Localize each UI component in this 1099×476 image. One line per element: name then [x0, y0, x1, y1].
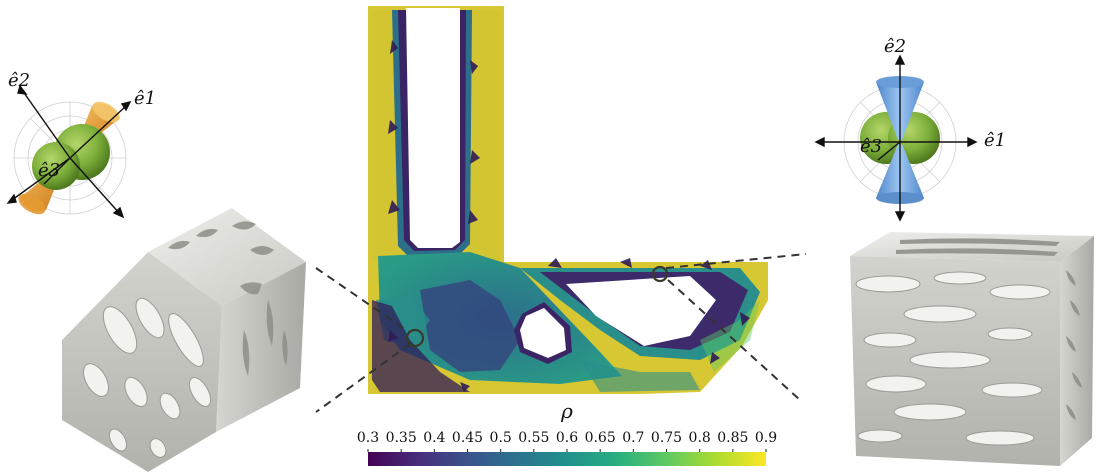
- colorbar-tick-label: 0.65: [585, 430, 616, 446]
- colorbar-tick-label: 0.8: [689, 430, 711, 446]
- right-microstructure-cube: [850, 232, 1094, 466]
- axis-label-e1: ê1: [134, 88, 156, 109]
- left-microstructure-cube: [62, 208, 306, 472]
- colorbar-symbol: ρ: [560, 399, 573, 423]
- colorbar-tick-label: 0.4: [423, 430, 445, 446]
- colorbar-tick-label: 0.75: [651, 430, 682, 446]
- upper-void: [406, 8, 460, 248]
- colorbar-gradient: [368, 452, 766, 466]
- colorbar-tick-label: 0.85: [717, 430, 748, 446]
- right-void: [566, 276, 716, 346]
- colorbar-tick-label: 0.6: [556, 430, 578, 446]
- colorbar-tick-label: 0.45: [452, 430, 483, 446]
- left-orientation-glyph: ê2 ê1 ê3: [6, 70, 156, 219]
- middle-void: [520, 308, 566, 358]
- colorbar-tick-label: 0.55: [518, 430, 549, 446]
- colorbar-tick-label: 0.9: [755, 430, 777, 446]
- probe-circle-right: [651, 265, 669, 283]
- probe-circle-left: [405, 328, 425, 348]
- l-bracket-density-field: [368, 6, 768, 394]
- axis-label-e2: ê2: [8, 70, 30, 91]
- colorbar-tick-label: 0.5: [490, 430, 512, 446]
- colorbar-tick-label: 0.3: [357, 430, 379, 446]
- density-colorbar: ρ 0.3 0.35 0.4 0.45 0.5 0.55 0.6 0.65 0.7 0.75 0.8…: [357, 399, 777, 466]
- axis-label-e3: ê3: [38, 160, 60, 181]
- axis-label-e2: ê2: [884, 36, 906, 57]
- axis-label-e1: ê1: [984, 130, 1006, 151]
- axis-label-e3: ê3: [860, 136, 882, 157]
- right-orientation-glyph: ê2 ê1 ê3: [814, 36, 1006, 222]
- colorbar-tick-label: 0.7: [622, 430, 644, 446]
- leader-lines: [315, 253, 807, 413]
- colorbar-tick-label: 0.35: [386, 430, 417, 446]
- colorbar-tick-labels: 0.3 0.35 0.4 0.45 0.5 0.55 0.6 0.65 0.7 0.75 0.8 0.…: [357, 430, 777, 446]
